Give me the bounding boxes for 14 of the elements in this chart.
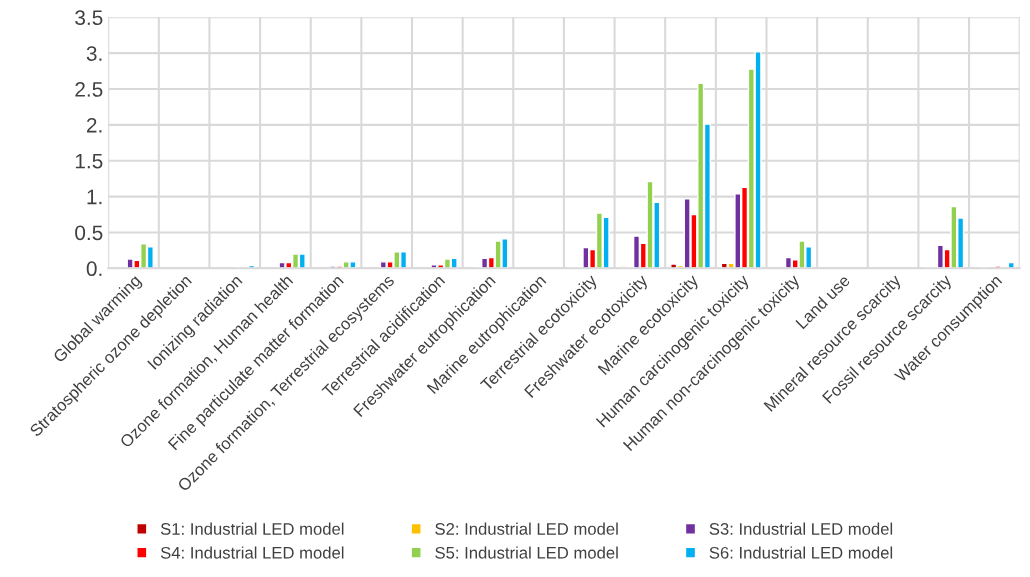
y-tick-label: 1.: [87, 189, 102, 205]
legend-label: S2: Industrial LED model: [435, 522, 618, 535]
legend-label: S6: Industrial LED model: [709, 546, 893, 559]
y-tick-label: 2.: [86, 117, 102, 133]
y-tick-label: 3.5: [75, 10, 103, 26]
y-tick-label: 0.5: [75, 225, 103, 241]
legend-label: S3: Industrial LED model: [709, 522, 893, 535]
y-tick-label: 1.5: [75, 153, 103, 169]
y-tick-label: 3.: [86, 46, 102, 61]
legend-label: S5: Industrial LED model: [435, 546, 618, 559]
y-tick-label: 2.5: [75, 82, 103, 97]
legend-label: S4: Industrial LED model: [160, 546, 344, 559]
legend-label: S1: Industrial LED model: [160, 522, 344, 535]
y-tick-label: 0.: [86, 261, 102, 277]
